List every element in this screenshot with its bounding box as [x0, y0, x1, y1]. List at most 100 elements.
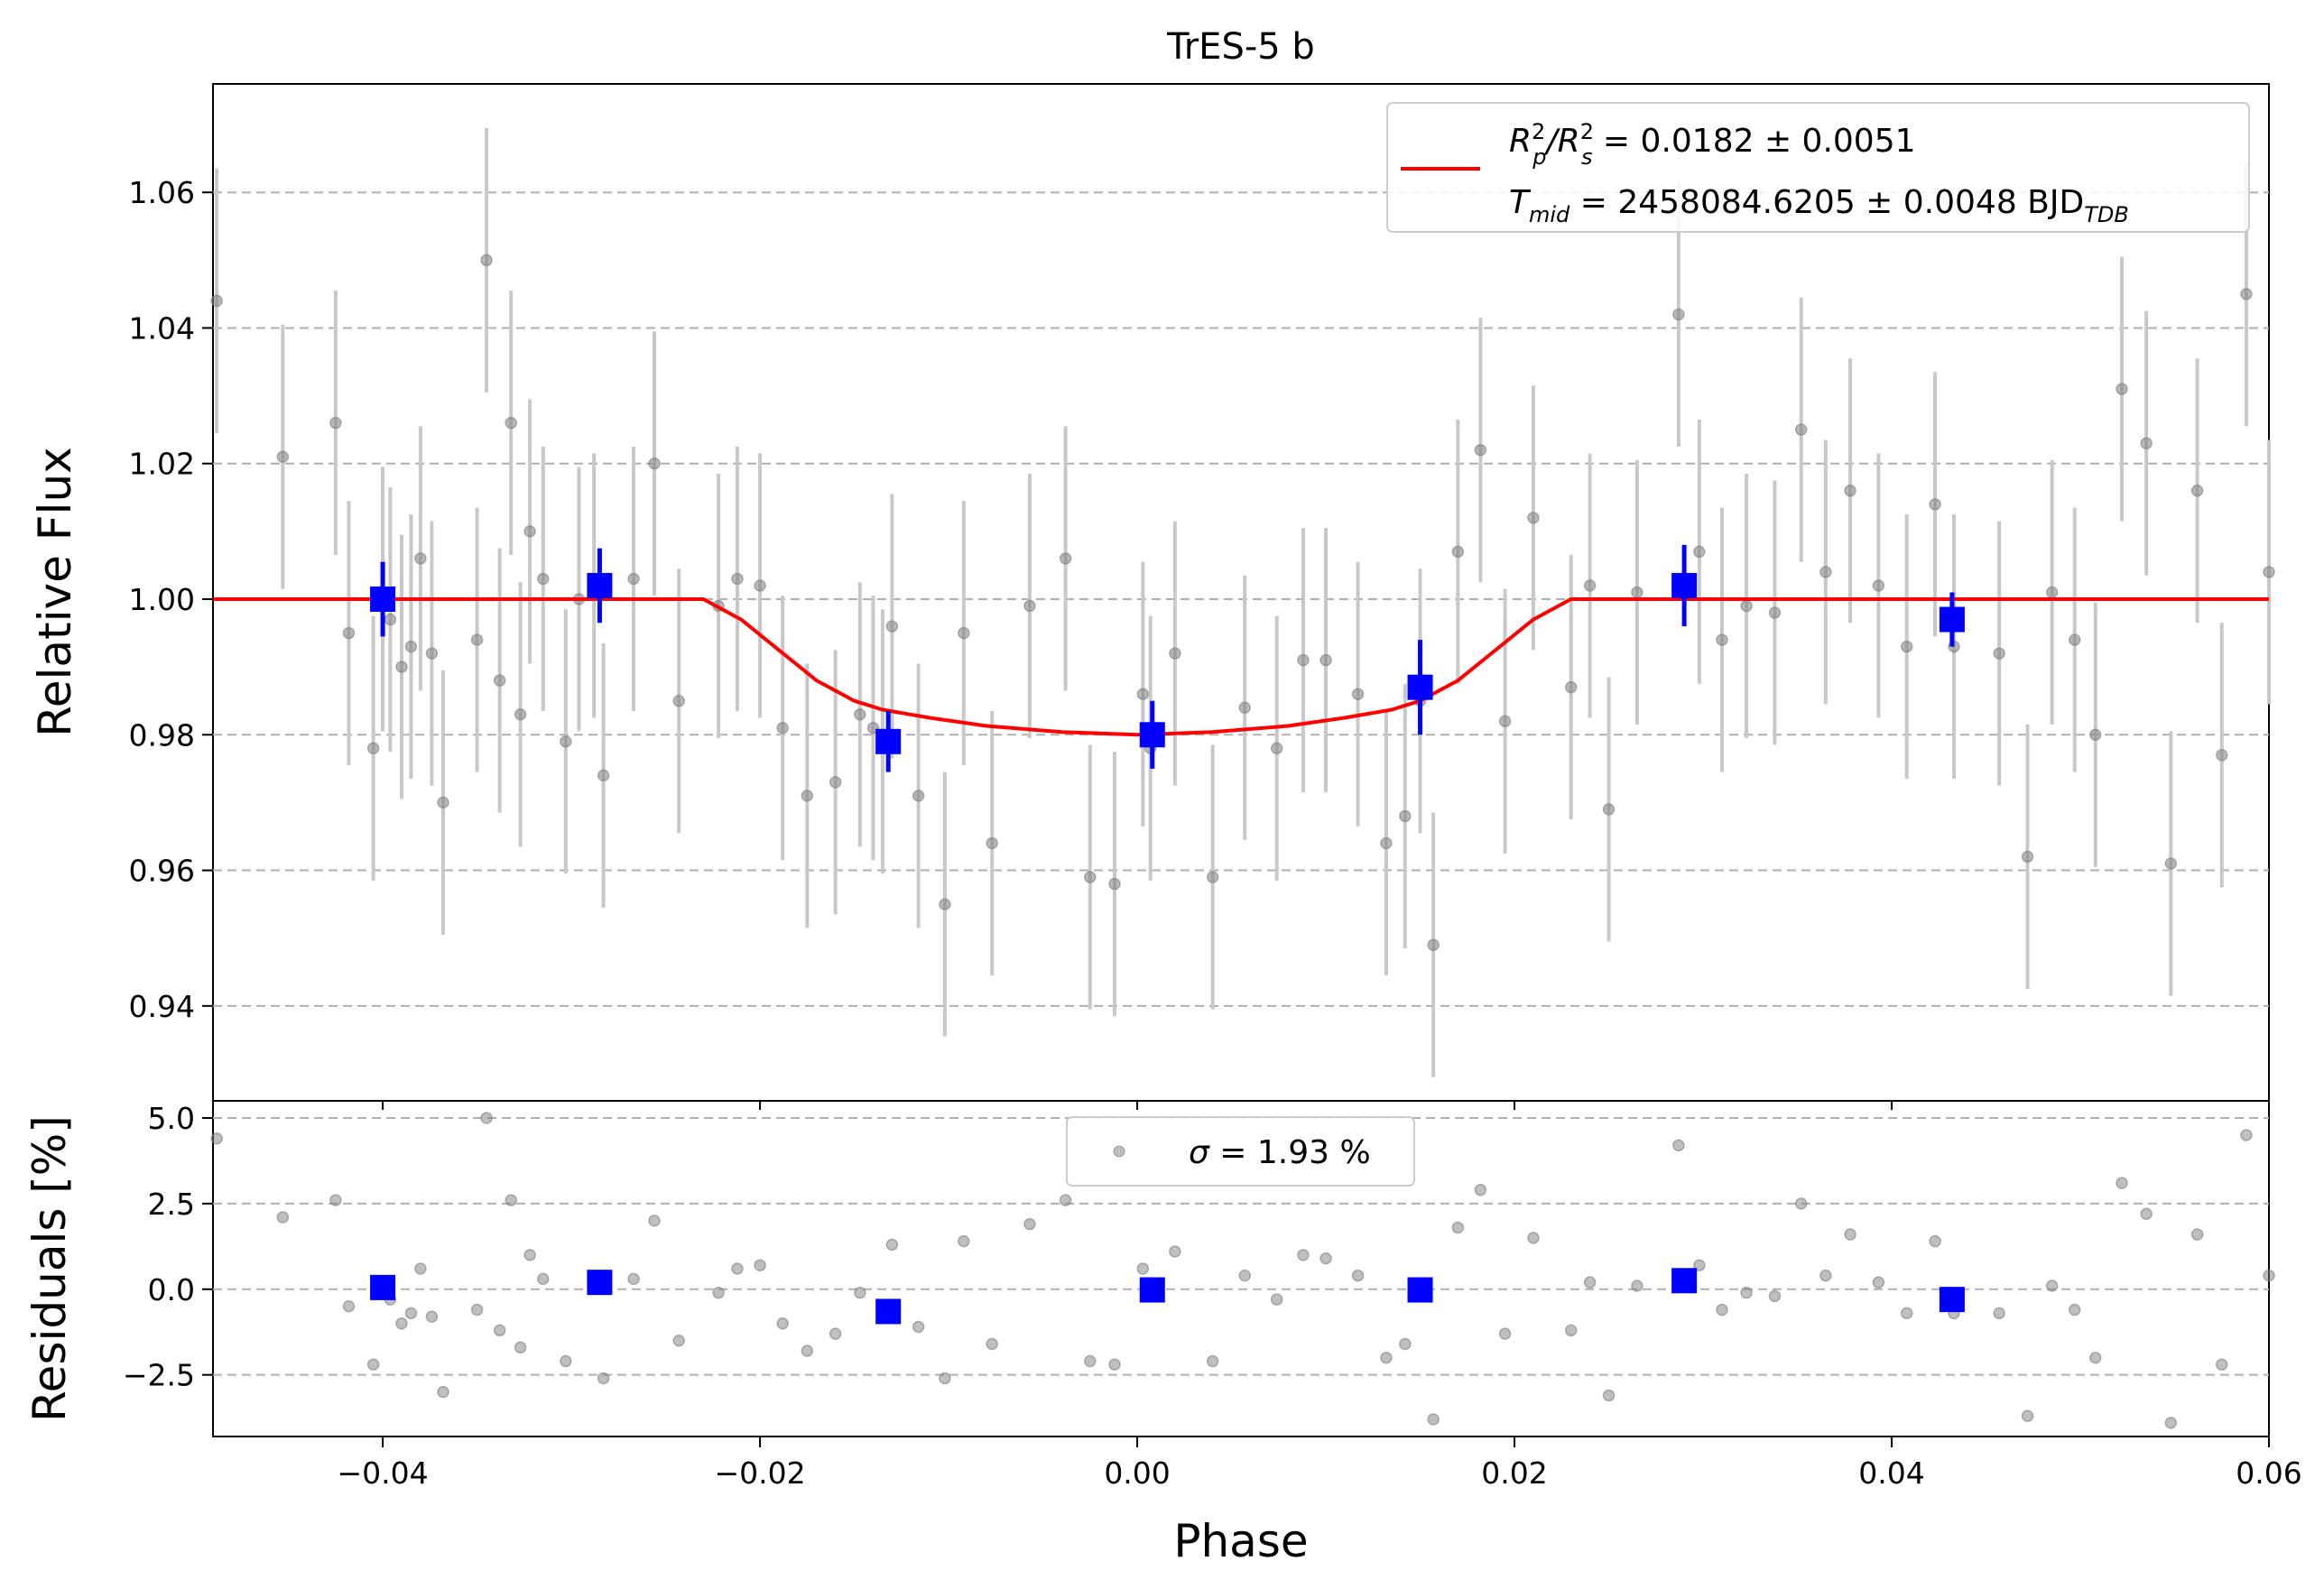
flux-point: [1059, 552, 1072, 565]
flux-point: [986, 836, 998, 850]
x-tick-label: 0.04: [1858, 1455, 1924, 1491]
residual-point: [2190, 1228, 2204, 1241]
flux-legend: R2 p/R2 s = 0.0182 ± 0.0051 Tmid = 2458084…: [1386, 102, 2250, 233]
flux-point: [627, 572, 640, 586]
flux-point: [505, 416, 517, 430]
flux-point: [2263, 566, 2275, 578]
flux-raw-points: [210, 254, 2275, 951]
flux-point: [1872, 579, 1885, 592]
flux-y-tick-label: 0.94: [129, 989, 195, 1024]
residual-point: [414, 1262, 427, 1275]
flux-point: [342, 626, 356, 640]
phase-x-ticks: −0.04 −0.02 0.00 0.02 0.04 0.06: [338, 1101, 2302, 1491]
x-tick-label: −0.02: [715, 1455, 806, 1491]
residual-point: [1059, 1194, 1072, 1206]
residual-point: [1270, 1293, 1283, 1306]
residual-point: [754, 1259, 766, 1271]
flux-point: [2164, 857, 2178, 870]
residual-point: [1206, 1354, 1219, 1368]
flux-binned-point: [1671, 572, 1698, 598]
residual-point: [1716, 1303, 1728, 1316]
flux-point: [1108, 877, 1121, 891]
flux-point: [366, 742, 380, 755]
residual-point: [523, 1249, 536, 1261]
residual-point: [1602, 1389, 1616, 1402]
flux-binned-point: [1139, 722, 1165, 748]
legend-residual-marker: [1113, 1145, 1125, 1158]
residual-point: [2240, 1129, 2253, 1141]
flux-point: [210, 294, 223, 308]
flux-point: [514, 707, 527, 721]
residual-point: [1929, 1234, 1941, 1248]
flux-point: [854, 707, 866, 721]
flux-point: [1023, 599, 1036, 613]
residual-point: [1399, 1337, 1412, 1351]
residual-point: [986, 1337, 998, 1351]
residual-point: [329, 1194, 342, 1206]
residual-point: [514, 1341, 527, 1354]
residual-point: [1794, 1197, 1808, 1210]
residual-point: [854, 1286, 866, 1299]
flux-point: [1169, 647, 1181, 660]
flux-point: [470, 633, 484, 646]
residual-point: [2068, 1303, 2081, 1316]
residual-point: [1380, 1351, 1393, 1364]
flux-point: [1583, 579, 1597, 592]
residual-binned-point: [370, 1274, 396, 1300]
flux-point: [2140, 437, 2153, 449]
residual-point: [1993, 1307, 2005, 1320]
residual-point: [597, 1372, 610, 1385]
flux-point: [493, 674, 506, 687]
flux-point: [2240, 288, 2253, 300]
flux-point: [648, 457, 661, 470]
residual-point: [712, 1286, 725, 1299]
x-tick-label: 0.00: [1104, 1455, 1170, 1491]
flux-point: [829, 776, 842, 789]
residual-point: [958, 1234, 970, 1248]
residual-point: [885, 1238, 899, 1252]
residual-point: [1740, 1286, 1753, 1299]
flux-point: [2045, 586, 2059, 599]
residual-point: [276, 1211, 290, 1224]
flux-point: [1929, 498, 1941, 511]
flux-y-tick-label: 1.04: [129, 310, 195, 346]
flux-point: [1427, 938, 1440, 951]
flux-point: [1380, 836, 1393, 850]
residual-point: [2140, 1207, 2153, 1221]
residuals-y-tick-label: 0.0: [148, 1272, 195, 1307]
residuals-panel-frame: [212, 1100, 2270, 1437]
flux-binned-points: [370, 544, 1965, 772]
flux-point: [404, 640, 418, 653]
flux-binned-point: [875, 728, 902, 754]
flux-point: [1740, 599, 1753, 613]
chart-title: TrES-5 b: [1166, 26, 1315, 68]
residual-point: [1844, 1228, 1856, 1241]
residual-point: [480, 1112, 493, 1124]
flux-point: [1993, 647, 2005, 660]
residual-binned-point: [1671, 1268, 1698, 1294]
flux-y-ticks: 0.94 0.96 0.98 1.00 1.02 1.04 1.06: [129, 175, 213, 1024]
flux-point: [1136, 688, 1150, 700]
residual-point: [912, 1320, 925, 1334]
flux-errorbars: [215, 127, 2271, 1077]
flux-point: [523, 525, 536, 538]
residual-point: [366, 1358, 380, 1372]
residual-point: [1672, 1139, 1685, 1152]
residual-point: [437, 1385, 449, 1399]
flux-point: [1351, 688, 1365, 700]
flux-point: [1602, 803, 1616, 816]
residual-point: [2088, 1351, 2102, 1364]
residual-point: [1023, 1217, 1036, 1231]
flux-point: [414, 552, 427, 565]
flux-point: [754, 579, 766, 592]
flux-point: [912, 790, 925, 802]
residual-point: [731, 1262, 744, 1275]
residual-point: [776, 1316, 789, 1330]
residual-point: [2164, 1417, 2178, 1429]
residual-point: [672, 1334, 685, 1347]
residual-point: [1498, 1327, 1512, 1340]
flux-point: [597, 769, 610, 782]
residual-point: [1084, 1354, 1097, 1368]
residuals-binned-points: [370, 1268, 1965, 1325]
residual-point: [505, 1194, 517, 1206]
